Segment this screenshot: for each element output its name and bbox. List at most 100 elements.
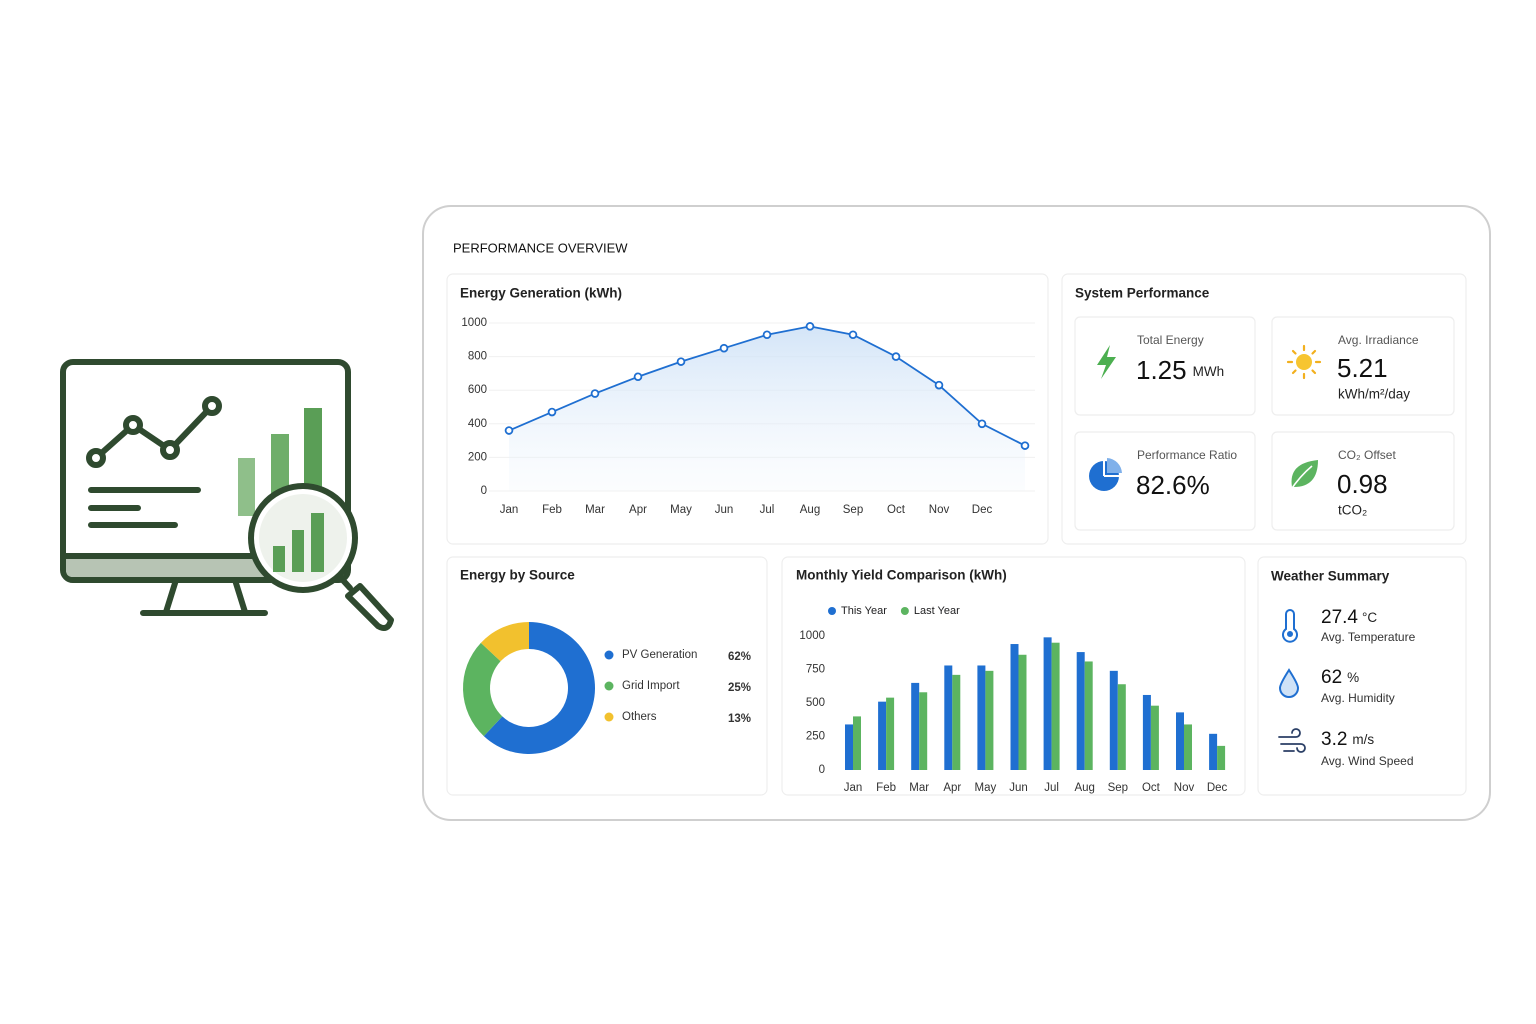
bar — [878, 701, 887, 770]
bar — [1109, 670, 1118, 770]
x-tick-label: Jan — [500, 504, 519, 516]
handle — [345, 583, 394, 631]
x-tick-label: Apr — [943, 782, 961, 794]
kpi-unit: MWh — [1193, 364, 1225, 379]
x-tick-label: Jul — [760, 504, 775, 516]
bar — [1051, 642, 1060, 770]
weather-unit: °C — [1362, 610, 1377, 625]
ill-bar — [238, 458, 255, 516]
bar — [886, 697, 895, 770]
x-tick-label: Sep — [1108, 782, 1128, 794]
x-tick-label: Jun — [1009, 782, 1028, 794]
kpi-label: Performance Ratio — [1137, 448, 1237, 462]
legend-label: Others — [622, 711, 657, 723]
y-tick-label: 800 — [468, 351, 487, 363]
handle-neck — [337, 574, 353, 591]
legend-swatch — [604, 650, 614, 660]
x-tick-label: Jul — [1044, 782, 1059, 794]
weather-value: 27.4 °C — [1321, 607, 1377, 628]
point — [1020, 441, 1030, 450]
y-tick-label: 0 — [819, 764, 825, 776]
weather-value: 62% — [1321, 667, 1359, 688]
x-tick-label: Jan — [844, 782, 863, 794]
x-tick-label: May — [975, 782, 997, 794]
bar — [977, 665, 986, 770]
x-tick-label: Oct — [887, 504, 906, 516]
x-tick-label: Dec — [1207, 782, 1228, 794]
weather-label: Avg. Humidity — [1321, 691, 1395, 705]
legend-swatch — [900, 607, 909, 615]
x-tick-label: Nov — [929, 504, 950, 516]
drop-icon — [1278, 668, 1300, 698]
point — [504, 426, 514, 435]
legend-label: Last Year — [914, 605, 960, 617]
bar — [985, 670, 994, 770]
weather-unit: m/s — [1352, 732, 1374, 747]
section-title: Weather Summary — [1271, 569, 1390, 584]
kpi-unit: kWh/m²/day — [1338, 387, 1410, 402]
x-tick-label: Sep — [843, 504, 863, 516]
x-tick-label: Mar — [909, 782, 929, 794]
ill-dot — [123, 415, 143, 435]
bar — [1217, 745, 1226, 770]
donut-slice — [462, 642, 503, 737]
bar — [1184, 724, 1192, 770]
legend-swatch — [604, 712, 614, 722]
y-tick-label: 1000 — [461, 317, 487, 329]
x-tick-label: Dec — [972, 504, 993, 516]
ill-line — [93, 403, 215, 461]
donut-slice — [483, 622, 595, 754]
bar — [853, 716, 861, 770]
bar — [1176, 712, 1184, 770]
y-tick-label: 200 — [468, 451, 487, 463]
x-tick-label: Feb — [542, 504, 562, 516]
bar — [1142, 694, 1151, 770]
y-tick-label: 1000 — [799, 630, 825, 642]
bar — [944, 665, 953, 770]
card — [446, 556, 768, 796]
legend-swatch — [828, 607, 836, 615]
weather-value: 3.2 — [1321, 729, 1347, 750]
panel-title: PERFORMANCE OVERVIEW — [453, 240, 628, 255]
card — [1257, 556, 1467, 796]
kpi-card — [1271, 431, 1455, 531]
stand — [140, 577, 268, 616]
point — [719, 343, 729, 353]
y-tick-label: 750 — [806, 664, 825, 676]
ill-bar — [292, 530, 304, 572]
point — [891, 352, 901, 361]
bar — [845, 724, 853, 770]
y-tick-label: 600 — [468, 384, 487, 396]
bar — [919, 692, 928, 770]
point — [547, 407, 557, 417]
ill-dot — [160, 440, 180, 460]
kpi-card — [1074, 316, 1256, 416]
point — [848, 330, 858, 340]
wind-icon — [1278, 728, 1306, 753]
bar — [1010, 644, 1019, 770]
bar — [1117, 684, 1126, 770]
chart-title: Energy Generation (kWh) — [460, 286, 622, 301]
bar — [1084, 661, 1093, 770]
value-label: 13% — [728, 713, 751, 725]
ill-dot — [86, 448, 106, 468]
kpi-value: 0.98 — [1337, 469, 1388, 499]
bar — [1150, 705, 1159, 770]
pie-icon — [1089, 458, 1122, 491]
kpi-value: 1.25 MWh — [1136, 355, 1224, 385]
weather-value: 62 — [1321, 667, 1342, 688]
sun-icon — [1286, 344, 1322, 380]
ill-dot — [202, 396, 222, 416]
illustration — [60, 359, 394, 631]
x-tick-label: Mar — [585, 504, 605, 516]
chart-title: Monthly Yield Comparison (kWh) — [796, 568, 1007, 583]
x-tick-label: Aug — [800, 504, 820, 516]
weather-label: Avg. Temperature — [1321, 630, 1416, 644]
weather-value: 3.2 m/s — [1321, 729, 1374, 750]
legend-label: Grid Import — [622, 680, 680, 692]
kpi-label: Total Energy — [1137, 333, 1204, 347]
x-tick-label: Jun — [715, 504, 734, 516]
point — [762, 330, 772, 340]
